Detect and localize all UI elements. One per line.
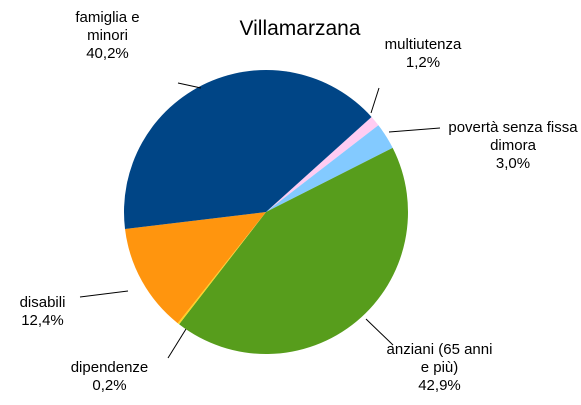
value-label: 42,9% — [418, 377, 461, 394]
leader-line — [370, 87, 380, 114]
value-label: 1,2% — [405, 54, 441, 71]
value-label: 12,4% — [21, 312, 64, 329]
slice-label: multiutenza 1,2% — [373, 36, 473, 72]
value-label: 40,2% — [86, 45, 129, 62]
leader-line — [167, 328, 187, 359]
chart-title: Villamarzana — [239, 17, 361, 40]
slice-label: dipendenze 0,2% — [52, 359, 167, 395]
category-label: disabili — [19, 294, 66, 311]
category-label: famiglia e minori — [75, 9, 140, 44]
leader-line — [365, 318, 394, 346]
category-label: povertà senza fissa dimora — [448, 119, 578, 154]
pie-slice — [266, 125, 393, 212]
leader-line — [79, 290, 129, 298]
category-label: multiutenza — [384, 36, 462, 53]
category-label: dipendenze — [70, 359, 149, 376]
slice-label: povertà senza fissa dimora 3,0% — [448, 119, 578, 173]
pie-slice — [266, 116, 379, 212]
slice-label: anziani (65 anni e più) 42,9% — [382, 341, 497, 395]
leader-line — [388, 127, 441, 133]
pie-slice — [177, 212, 266, 325]
pie-slice — [125, 212, 266, 324]
leader-line — [177, 82, 202, 89]
pie-slice — [124, 70, 372, 229]
value-label: 0,2% — [92, 377, 127, 394]
category-label: anziani (65 anni e più) — [386, 341, 493, 376]
value-label: 3,0% — [495, 155, 531, 172]
slice-label: famiglia e minori 40,2% — [60, 9, 155, 63]
slice-label: disabili 12,4% — [0, 294, 85, 330]
pie-slice — [179, 147, 408, 354]
